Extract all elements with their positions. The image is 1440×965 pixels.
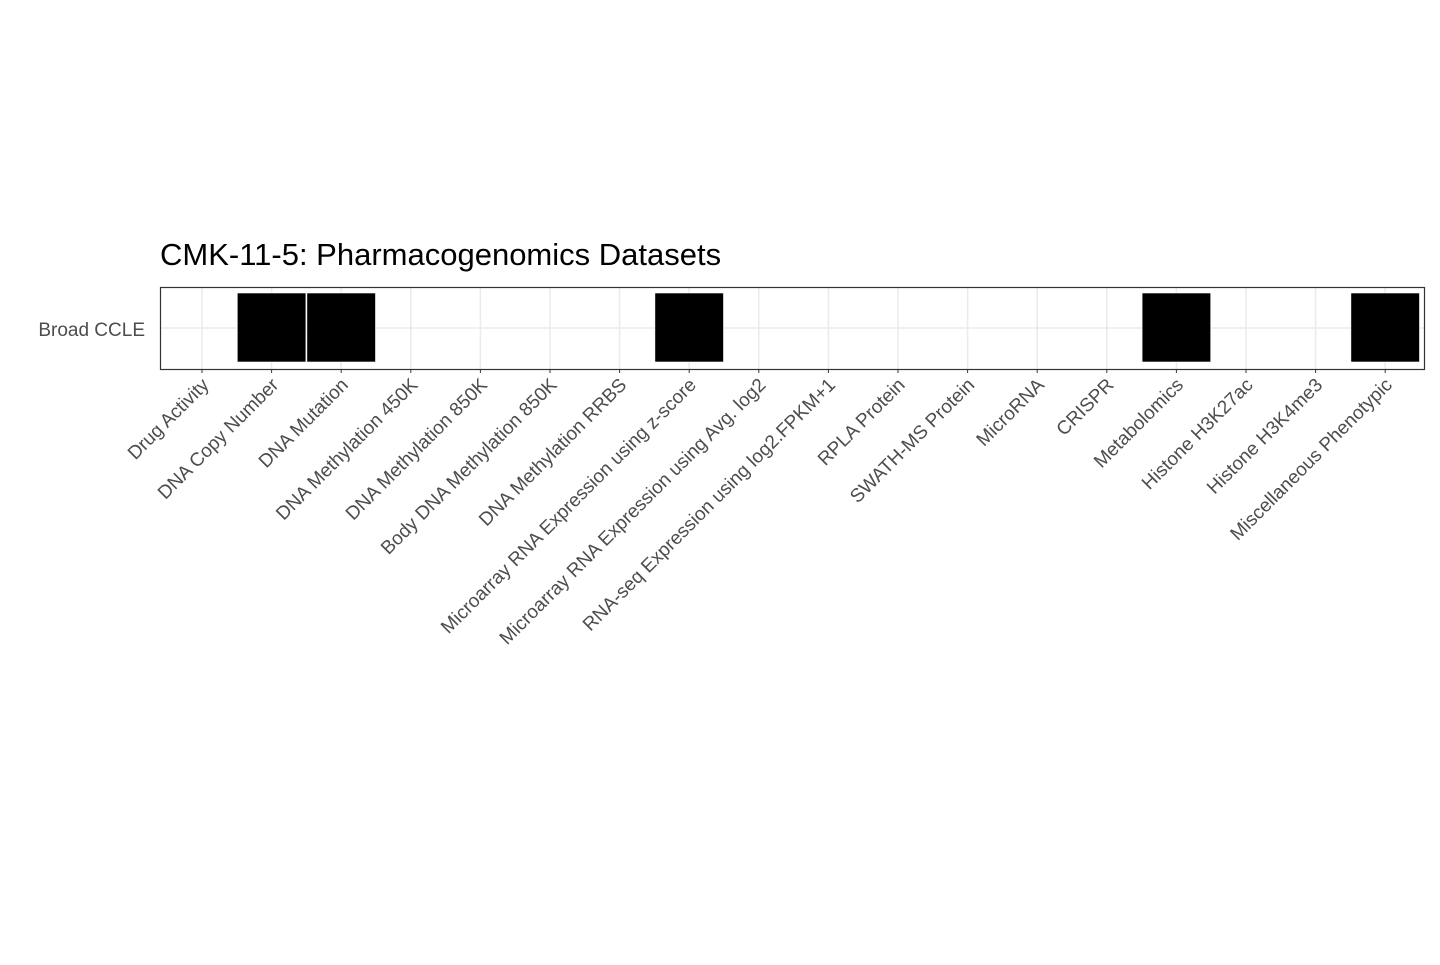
x-tick-label: DNA Methylation 850K: [342, 374, 492, 524]
tile-dna-mutation: [306, 292, 376, 363]
tiles: [237, 292, 1420, 363]
x-tick-label: Microarray RNA Expression using z-score: [437, 375, 700, 638]
tile-miscellaneous-phenotypic: [1350, 292, 1420, 363]
x-tick-label: DNA Copy Number: [154, 374, 284, 504]
grid-lines: [161, 288, 1424, 369]
tile-microarray-rna-expression-using-z-score: [654, 292, 724, 363]
x-tick-label: Histone H3K4me3: [1203, 375, 1327, 499]
x-tick-label: RNA-seq Expression using log2.FPKM+1: [579, 375, 840, 636]
x-tick-label: SWATH-MS Protein: [846, 375, 979, 508]
x-tick-label: Microarray RNA Expression using Avg. log…: [496, 375, 770, 649]
y-tick-label: Broad CCLE: [38, 320, 145, 341]
tile-dna-copy-number: [237, 292, 307, 363]
tile-metabolomics: [1141, 292, 1211, 363]
chart-title: CMK-11-5: Pharmacogenomics Datasets: [160, 237, 721, 272]
x-tick-label: DNA Methylation 450K: [272, 374, 422, 524]
x-tick-label: CRISPR: [1053, 375, 1119, 441]
x-tick-label: MicroRNA: [973, 374, 1049, 450]
panel-border: [159, 286, 1426, 371]
